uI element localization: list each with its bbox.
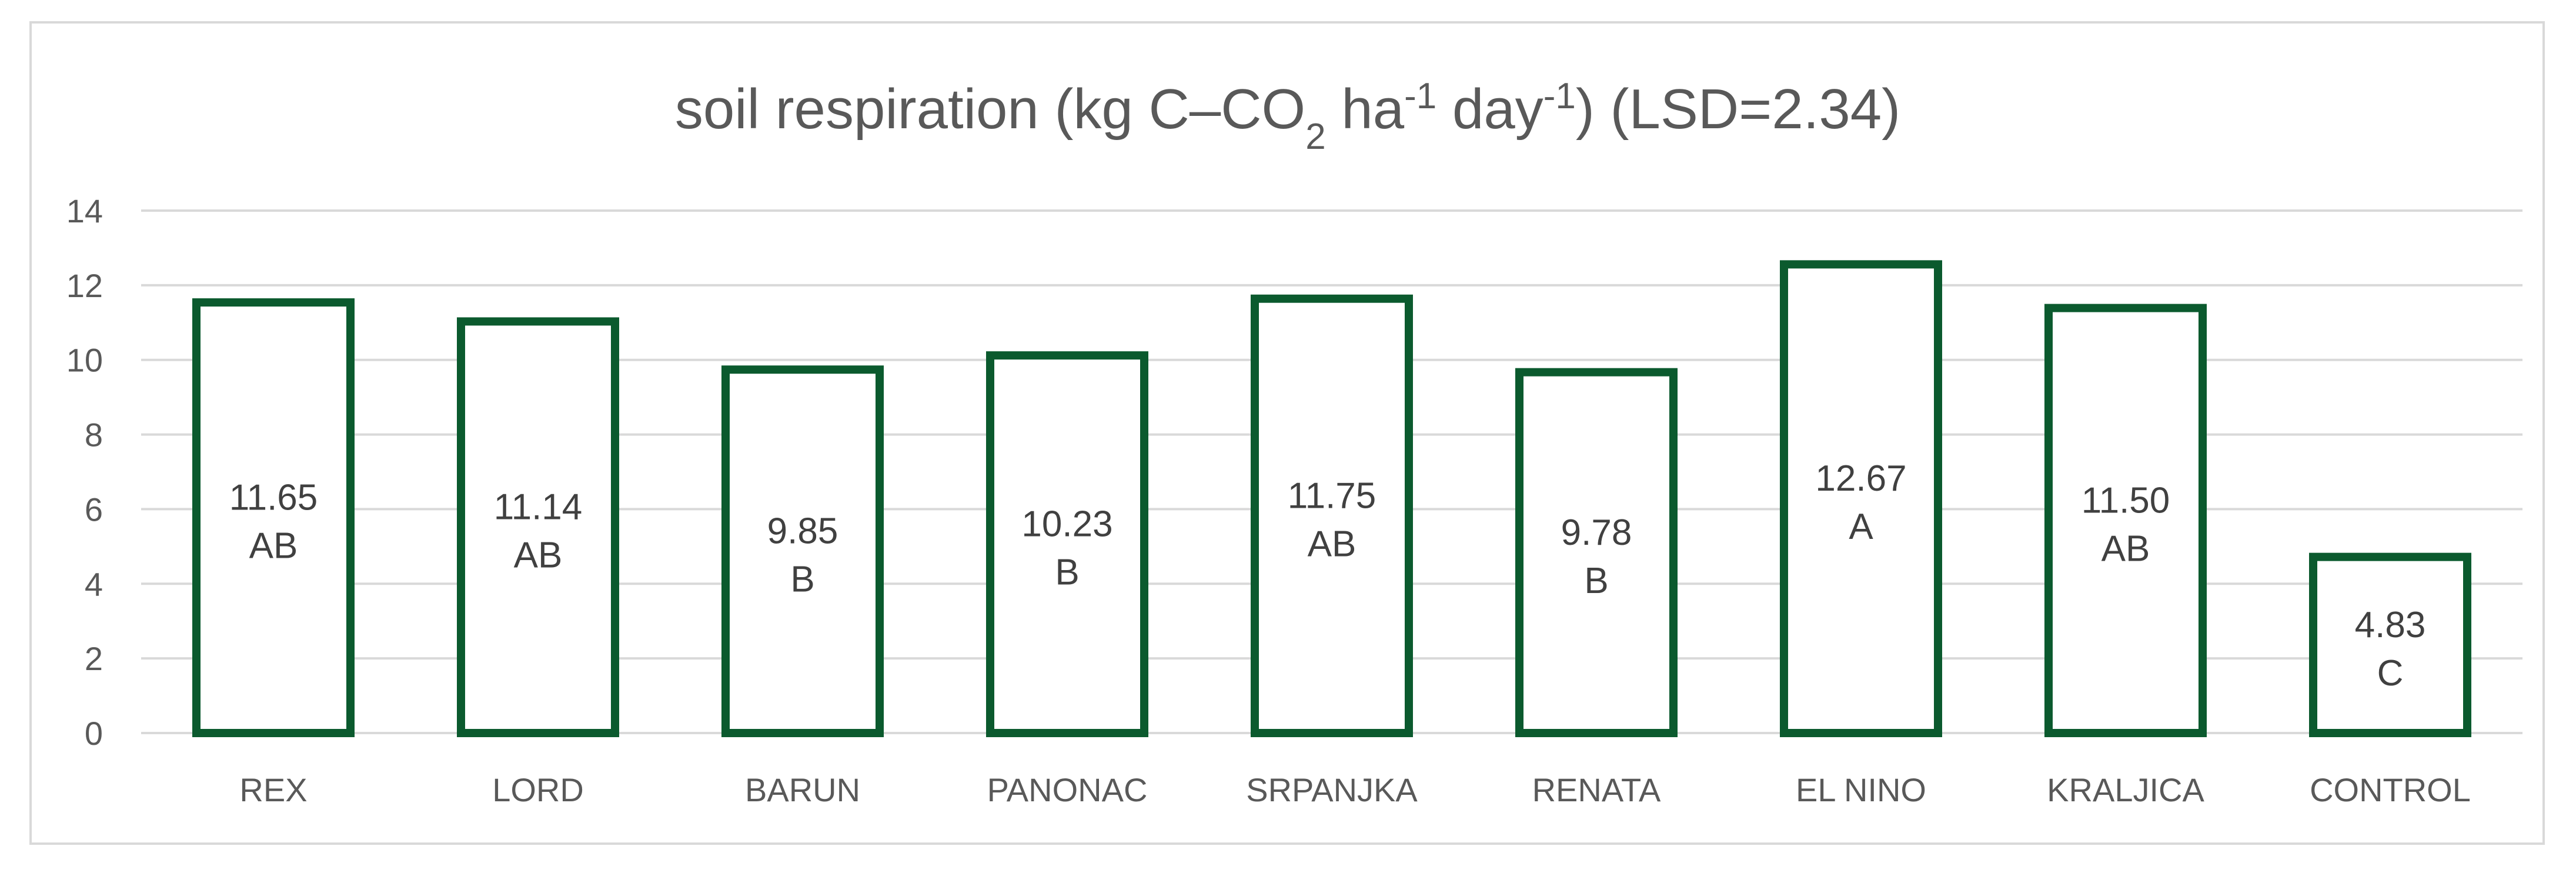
x-category-label: SRPANJKA [1246,771,1418,808]
bar-group-letter: AB [1308,524,1357,564]
bar-group-letter: A [1849,507,1873,547]
bar-lord [457,317,619,737]
x-category-label: EL NINO [1796,771,1926,808]
x-category-label: PANONAC [987,771,1148,808]
y-tick-label: 8 [85,417,103,454]
bar-value-label: 11.75 [1288,475,1376,516]
y-tick-label: 10 [66,342,103,379]
bar-group-letter: C [2377,653,2404,694]
y-axis-ticks: 0 2 4 6 8 10 12 14 [66,192,103,752]
bar-value-label: 11.50 [2081,480,2170,521]
title-superscript: -1 [1543,76,1576,116]
bar-srpanjka [1251,294,1413,737]
bar-el-nino [1780,260,1942,737]
bar-group-letter: AB [2101,528,2150,569]
bar-group-letter: AB [514,535,563,576]
y-tick-label: 12 [66,267,103,304]
bar-renata [1515,368,1678,737]
bar-value-label: 12.67 [1815,458,1906,499]
bar-rex [192,298,355,737]
bar-group-letter: B [1055,552,1079,593]
bar-value-label: 11.14 [494,487,583,528]
x-category-label: RENATA [1532,771,1661,808]
x-category-label: REX [239,771,307,808]
bar-labels: 11.65 AB 11.14 AB 9.85 B 10.23 B 11.75 AB 9.78 B 12.… [229,458,2426,694]
bar-group-letter: B [790,559,814,600]
bar-value-label: 4.83 [2355,605,2426,645]
x-category-label: CONTROL [2310,771,2471,808]
chart-title: soil respiration (kg C–CO2 ha-1 day-1) (… [675,76,1900,157]
bar-value-label: 10.23 [1021,504,1112,545]
title-superscript: -1 [1404,76,1436,116]
bar-barun [721,365,884,737]
bar-value-label: 11.65 [229,478,318,518]
bar-kraljica [2044,304,2207,737]
y-tick-label: 4 [85,565,103,602]
title-subscript: 2 [1305,116,1325,157]
bar-group-letter: B [1584,561,1608,601]
bar-panonac [986,351,1148,737]
bar-value-label: 9.85 [767,511,838,552]
y-tick-label: 2 [85,640,103,677]
x-category-label: BARUN [745,771,860,808]
y-tick-label: 6 [85,491,103,528]
x-category-label: LORD [492,771,584,808]
bar-value-label: 9.78 [1561,512,1632,553]
bars [192,260,2471,737]
x-category-label: KRALJICA [2047,771,2204,808]
bar-control [2309,552,2471,737]
y-tick-label: 14 [66,192,103,229]
y-tick-label: 0 [85,715,103,752]
bar-group-letter: AB [249,526,298,567]
x-axis-categories: REX LORD BARUN PANONAC SRPANJKA RENATA EL NINO… [239,771,2470,808]
